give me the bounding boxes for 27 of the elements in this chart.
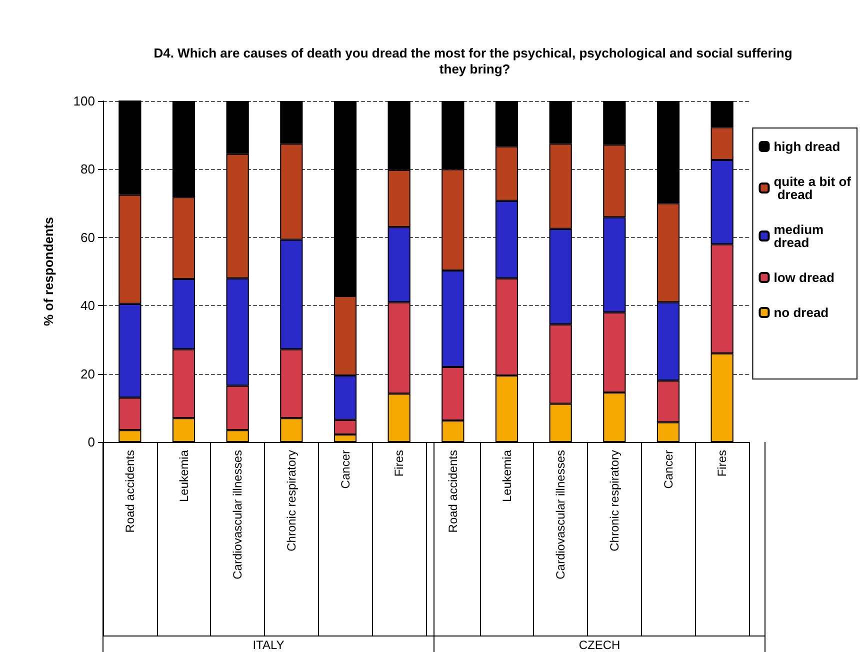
legend-label: high dread — [774, 139, 840, 154]
text: CZECH — [578, 638, 620, 652]
x-tick-label: Chronic respiratory — [284, 450, 298, 552]
y-tick-label: 60 — [80, 230, 95, 245]
x-tick-label: Leukemia — [176, 450, 191, 502]
chart-title: D4. Which are causes of death you dread the most for the psychical, psychological and social suffering they bring? — [154, 46, 792, 76]
x-tick-label: Fires — [715, 450, 730, 477]
y-tick-label: 80 — [80, 162, 95, 177]
legend-label: no dread — [774, 305, 829, 320]
x-tick-label: Road accidents — [446, 450, 460, 533]
y-axis-title: % of respondents — [41, 216, 56, 326]
legend-label: quite a bit of dread — [774, 174, 852, 202]
legend-label: low dread — [774, 270, 834, 285]
y-tick-label: 40 — [80, 298, 95, 314]
x-tick-label: Leukemia — [500, 450, 514, 502]
x-tick-label: Cancer — [338, 450, 352, 489]
y-tick-label: 100 — [73, 94, 95, 108]
x-tick-label: Fires — [392, 450, 406, 477]
text: ITALY — [252, 638, 284, 652]
x-tick-label: Cardiovascular illnesses — [230, 450, 245, 580]
x-tick-label: Cancer — [661, 450, 676, 489]
x-tick-label: Chronic respiratory — [607, 450, 622, 552]
x-tick-label: Road accidents — [122, 450, 137, 533]
y-tick-label: 20 — [80, 366, 95, 382]
x-tick-label: Cardiovascular illnesses — [554, 450, 568, 580]
legend-label: medium dread — [774, 222, 828, 250]
y-tick-label: 0 — [88, 434, 95, 450]
